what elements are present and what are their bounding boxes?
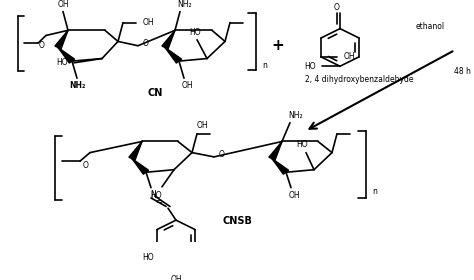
Text: CN: CN — [147, 88, 163, 98]
Text: HO: HO — [56, 58, 68, 67]
Text: NH₂: NH₂ — [69, 81, 85, 90]
Polygon shape — [272, 158, 289, 174]
Text: HO: HO — [304, 62, 316, 71]
Polygon shape — [165, 47, 182, 63]
Polygon shape — [129, 141, 142, 160]
Text: CNSB: CNSB — [222, 216, 252, 226]
Polygon shape — [269, 141, 282, 160]
Text: OH: OH — [181, 81, 193, 90]
Text: O: O — [143, 39, 149, 48]
Text: OH: OH — [343, 52, 355, 61]
Text: 2, 4 dihydroxybenzaldehyde: 2, 4 dihydroxybenzaldehyde — [305, 75, 413, 84]
Text: OH: OH — [142, 18, 154, 27]
Text: +: + — [272, 38, 284, 53]
Text: N: N — [150, 190, 156, 199]
Text: HO: HO — [150, 191, 162, 200]
Text: OH: OH — [170, 275, 182, 280]
Text: OH: OH — [288, 191, 300, 200]
Polygon shape — [132, 158, 149, 174]
Text: HO: HO — [296, 140, 308, 150]
Polygon shape — [55, 30, 68, 49]
Text: ethanol: ethanol — [415, 22, 445, 31]
Text: 48 h: 48 h — [454, 67, 470, 76]
Text: O: O — [83, 161, 89, 170]
Text: NH₂: NH₂ — [178, 0, 192, 9]
Text: NH₂: NH₂ — [289, 111, 303, 120]
Text: n: n — [373, 186, 377, 196]
Polygon shape — [58, 47, 74, 63]
Text: OH: OH — [57, 0, 69, 9]
Text: O: O — [334, 3, 340, 12]
Text: OH: OH — [196, 121, 208, 130]
Text: n: n — [263, 61, 267, 70]
Text: HO: HO — [189, 28, 201, 38]
Text: HO: HO — [142, 253, 154, 262]
Text: O: O — [219, 150, 225, 159]
Text: O: O — [39, 41, 45, 50]
Text: =: = — [155, 197, 163, 206]
Polygon shape — [162, 30, 175, 49]
